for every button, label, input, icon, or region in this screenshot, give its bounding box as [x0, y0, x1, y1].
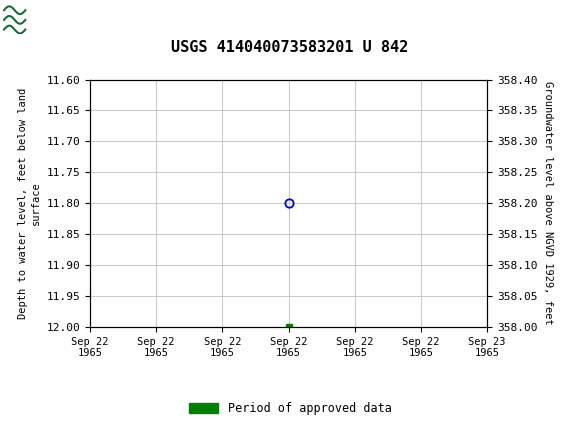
- Y-axis label: Groundwater level above NGVD 1929, feet: Groundwater level above NGVD 1929, feet: [543, 81, 553, 325]
- Legend: Period of approved data: Period of approved data: [184, 397, 396, 420]
- Y-axis label: Depth to water level, feet below land
surface: Depth to water level, feet below land su…: [19, 88, 41, 319]
- Text: USGS 414040073583201 U 842: USGS 414040073583201 U 842: [171, 40, 409, 55]
- Text: USGS: USGS: [12, 9, 55, 27]
- Bar: [3, 2, 27, 34]
